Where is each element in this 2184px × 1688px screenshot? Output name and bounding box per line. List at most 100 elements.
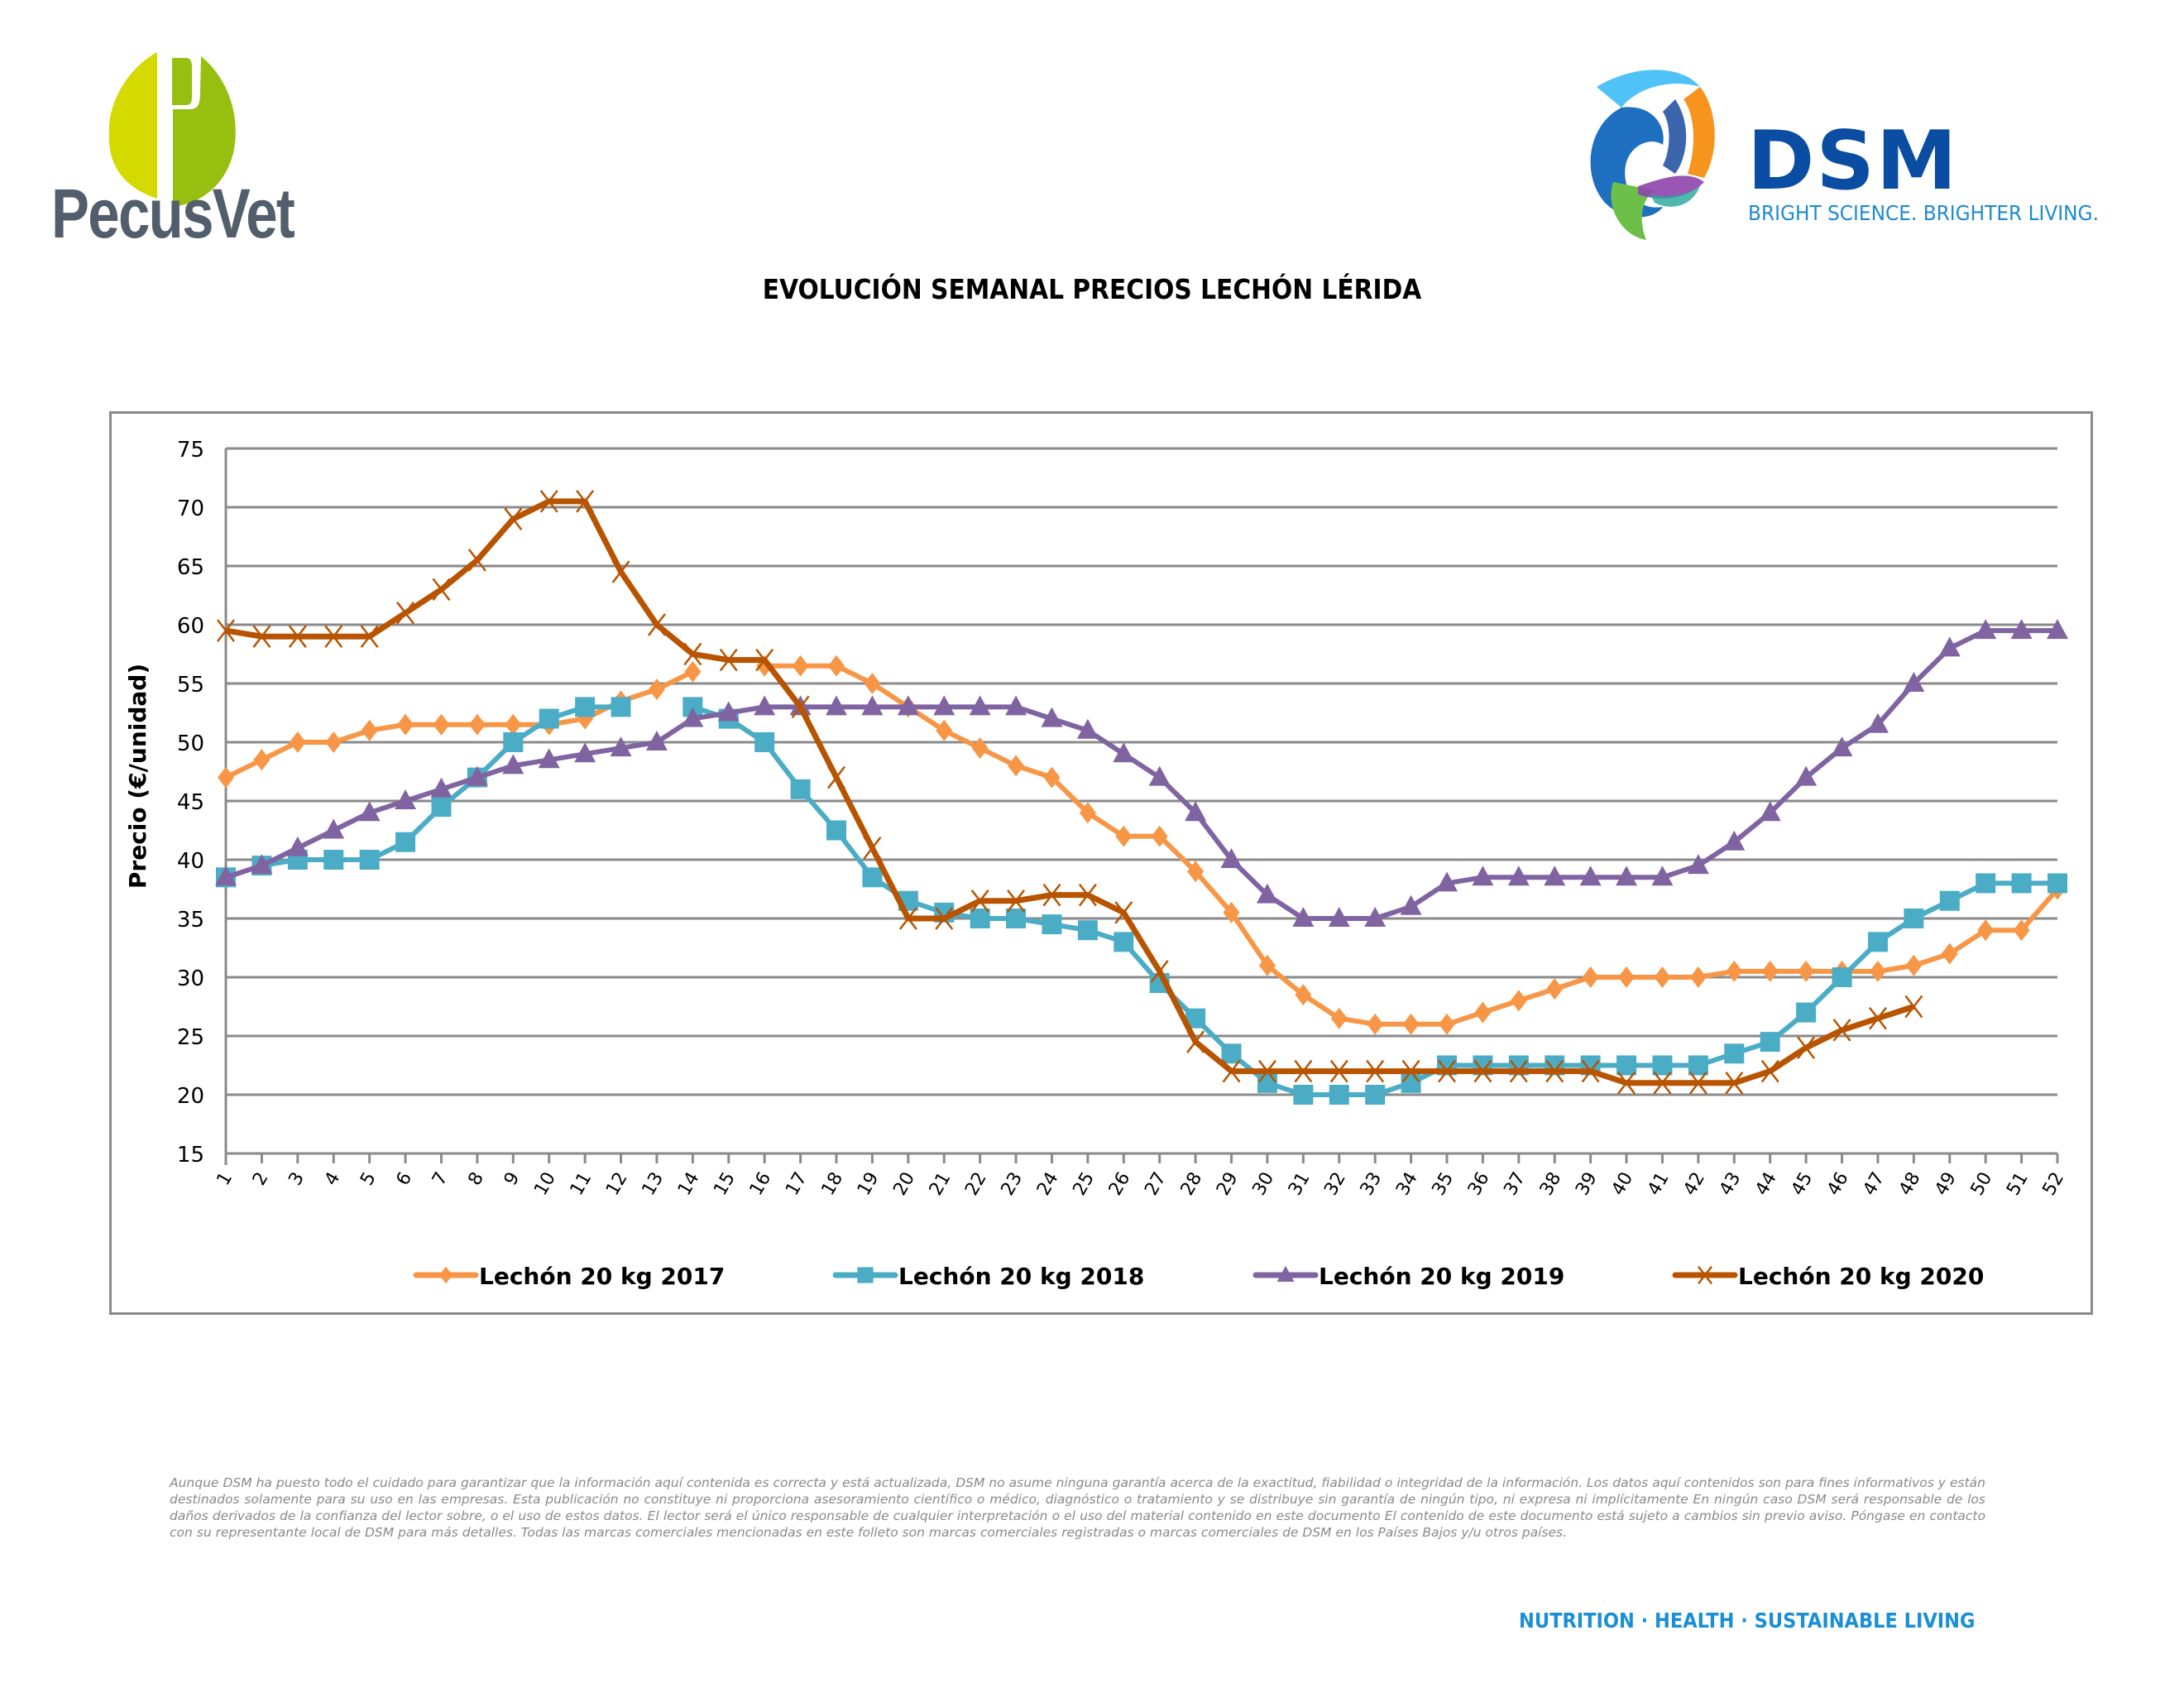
data-point-x xyxy=(1007,889,1026,913)
data-point-square xyxy=(1688,1055,1708,1076)
data-point-diamond xyxy=(971,737,989,760)
x-tick-label: 10 xyxy=(530,1169,560,1200)
data-point-x xyxy=(467,549,486,572)
x-tick-label: 32 xyxy=(1320,1169,1350,1200)
x-tick-label: 3 xyxy=(285,1169,309,1190)
y-tick-label: 35 xyxy=(177,908,204,933)
data-point-diamond xyxy=(253,749,271,771)
data-point-x xyxy=(1438,1059,1456,1083)
data-point-square xyxy=(1796,1002,1817,1023)
data-point-diamond xyxy=(505,713,522,736)
data-point-x xyxy=(252,625,271,648)
x-tick-label: 40 xyxy=(1608,1169,1638,1200)
data-point-x xyxy=(1078,883,1097,907)
data-point-x xyxy=(360,625,379,648)
y-tick-label: 65 xyxy=(177,555,204,580)
data-point-diamond xyxy=(433,713,450,736)
legend-label: Lechón 20 kg 2019 xyxy=(1319,1263,1564,1290)
data-point-x xyxy=(1698,1265,1712,1285)
data-point-diamond xyxy=(1798,960,1815,982)
data-point-triangle xyxy=(969,695,991,716)
data-point-triangle xyxy=(933,695,956,716)
y-tick-label: 70 xyxy=(177,496,204,521)
data-point-square xyxy=(1760,1032,1780,1053)
data-point-triangle xyxy=(717,701,740,722)
data-point-diamond xyxy=(1402,1013,1420,1035)
x-tick-label: 36 xyxy=(1464,1169,1494,1200)
data-point-x xyxy=(396,602,415,625)
x-tick-label: 16 xyxy=(746,1169,776,1200)
x-tick-label: 51 xyxy=(2003,1169,2033,1200)
data-point-triangle xyxy=(1400,894,1422,915)
data-point-diamond xyxy=(325,731,342,753)
data-point-diamond xyxy=(1618,966,1636,988)
data-point-triangle xyxy=(1256,883,1278,904)
data-point-triangle xyxy=(215,866,237,886)
data-point-diamond xyxy=(1977,919,1995,942)
x-tick-label: 39 xyxy=(1572,1169,1602,1200)
data-point-diamond xyxy=(1654,966,1671,988)
series-line xyxy=(764,663,2060,1027)
x-tick-label: 25 xyxy=(1069,1169,1099,1200)
data-point-x xyxy=(288,625,307,648)
data-point-square xyxy=(1221,1043,1242,1064)
legend: Lechón 20 kg 2017 Lechón 20 kg 2018 Lechón… xyxy=(413,1263,1984,1290)
x-tick-label: 38 xyxy=(1536,1169,1566,1200)
data-point-square xyxy=(826,820,846,841)
series-4 xyxy=(217,490,1923,1095)
data-point-x xyxy=(1688,1072,1707,1095)
data-point-diamond xyxy=(1151,825,1168,847)
x-tick-label: 6 xyxy=(393,1169,417,1190)
x-tick-label: 7 xyxy=(429,1169,453,1190)
data-point-square xyxy=(1401,1072,1421,1093)
x-tick-label: 34 xyxy=(1392,1169,1422,1200)
y-axis-ticks: 15 20 25 30 35 40 45 50 55 60 65 70 75 xyxy=(177,438,204,1168)
data-point-square xyxy=(539,708,559,729)
data-point-triangle xyxy=(466,765,488,786)
data-point-triangle xyxy=(1113,742,1135,763)
x-tick-label: 49 xyxy=(1931,1169,1961,1200)
data-point-triangle xyxy=(1328,907,1350,927)
data-point-x xyxy=(1294,1059,1313,1083)
data-point-x xyxy=(970,889,989,913)
data-point-x xyxy=(827,765,845,789)
data-point-square xyxy=(1257,1072,1277,1093)
series-line xyxy=(224,669,694,780)
data-point-x xyxy=(935,907,954,930)
data-point-diamond xyxy=(2013,919,2030,942)
data-point-triangle xyxy=(1544,866,1566,886)
data-point-triangle xyxy=(395,789,417,809)
x-tick-label: 46 xyxy=(1823,1169,1853,1200)
data-point-x xyxy=(432,578,451,602)
y-tick-label: 50 xyxy=(177,731,204,756)
data-point-x xyxy=(683,642,702,666)
data-point-triangle xyxy=(1364,907,1387,927)
data-point-triangle xyxy=(754,695,776,716)
data-point-diamond xyxy=(1905,954,1923,976)
data-point-square xyxy=(1365,1085,1386,1105)
y-tick-label: 25 xyxy=(177,1025,204,1050)
data-point-x xyxy=(611,560,630,583)
data-point-diamond xyxy=(1223,901,1240,923)
x-tick-label: 50 xyxy=(1967,1169,1997,1200)
y-tick-label: 30 xyxy=(177,966,204,991)
data-point-square xyxy=(790,779,811,799)
data-point-square xyxy=(2048,873,2067,894)
x-tick-label: 29 xyxy=(1213,1169,1243,1200)
data-point-triangle xyxy=(538,748,560,769)
data-point-triangle xyxy=(1795,765,1818,786)
data-point-square xyxy=(503,732,524,752)
x-tick-label: 2 xyxy=(249,1169,273,1190)
data-point-x xyxy=(1366,1059,1385,1083)
x-tick-label: 37 xyxy=(1500,1169,1530,1200)
x-tick-label: 41 xyxy=(1644,1169,1674,1200)
data-point-diamond xyxy=(828,655,845,677)
data-point-x xyxy=(576,490,595,513)
data-point-triangle xyxy=(645,731,668,750)
footer-tagline: NUTRITION · HEALTH · SUSTAINABLE LIVING xyxy=(1519,1609,1976,1633)
data-point-triangle xyxy=(1472,866,1494,886)
data-point-x xyxy=(1222,1059,1241,1083)
pecusvet-logo xyxy=(50,50,314,257)
data-point-triangle xyxy=(861,695,884,716)
x-tick-label: 4 xyxy=(321,1169,345,1190)
